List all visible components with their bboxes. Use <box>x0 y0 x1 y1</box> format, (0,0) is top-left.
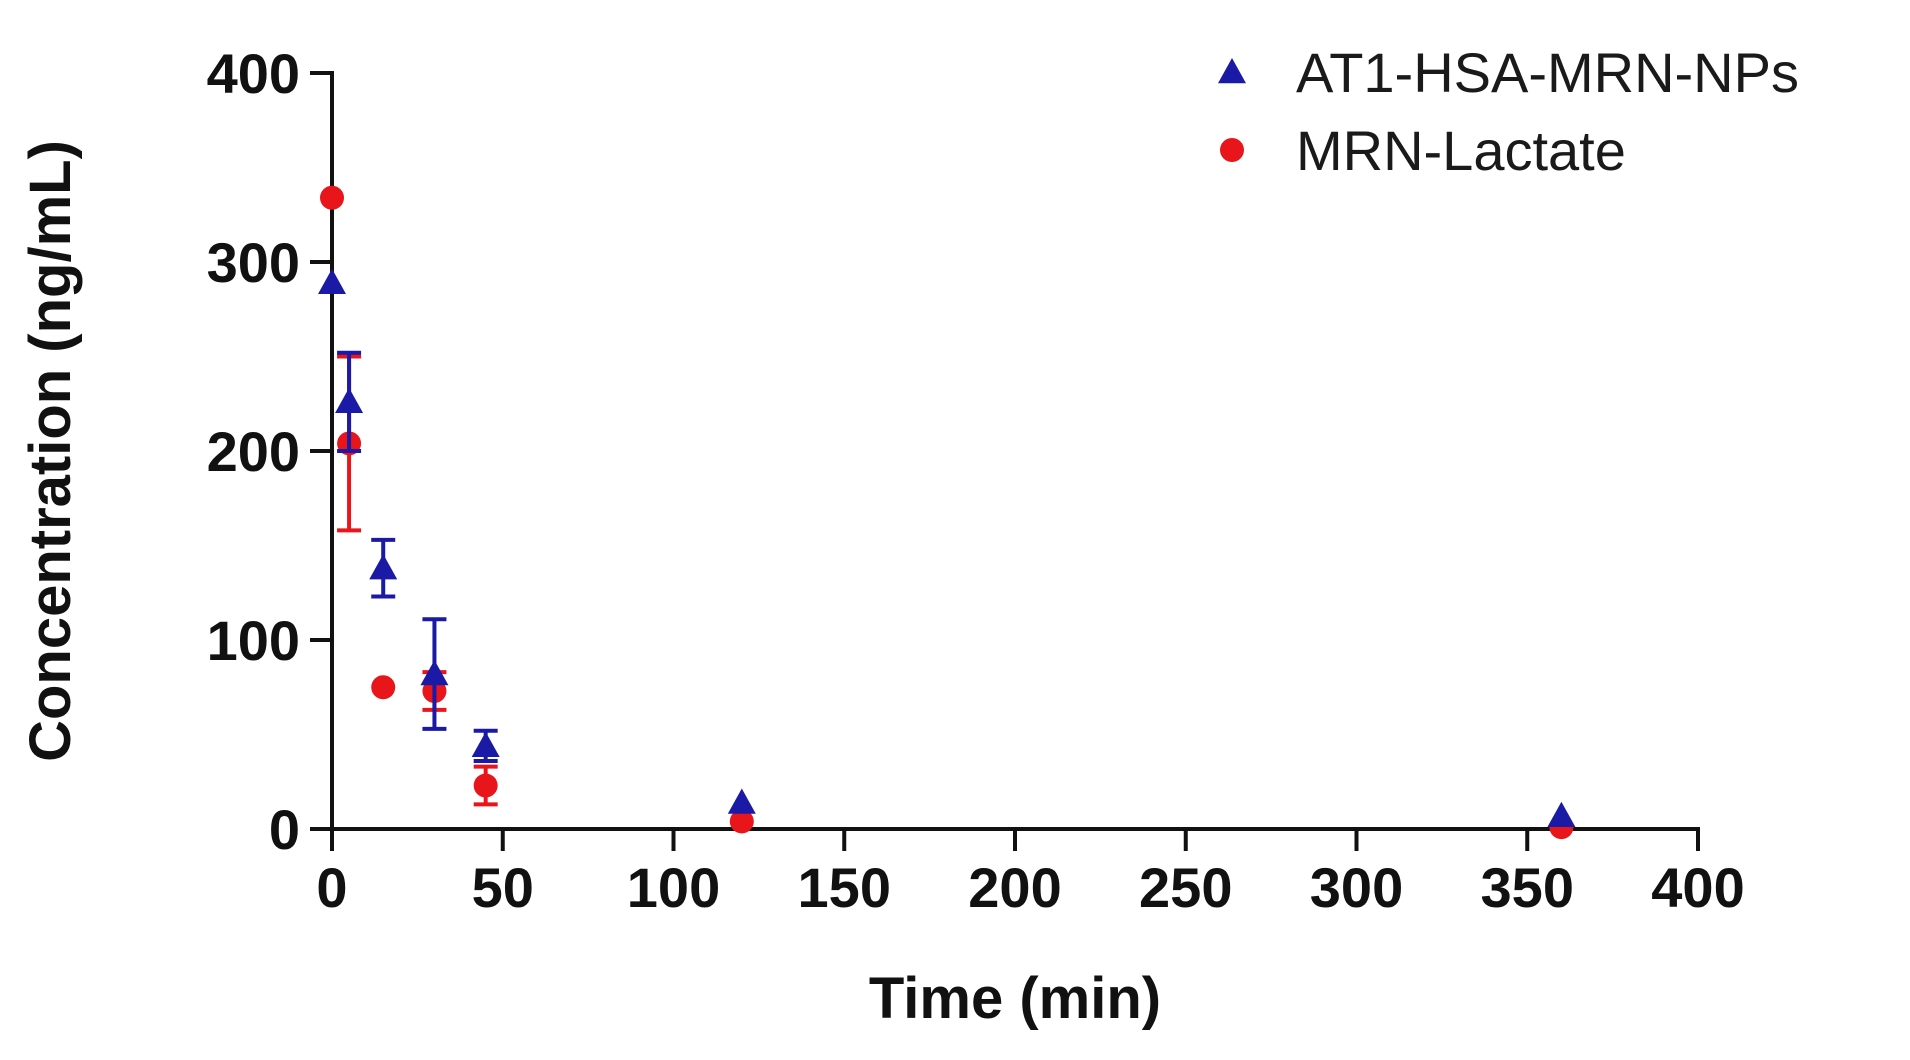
series-layer <box>318 185 1576 840</box>
y-ticks: 0 100 200 300 400 <box>207 42 332 861</box>
legend-marker <box>1218 58 1246 84</box>
x-tick-label: 250 <box>1139 856 1232 919</box>
x-tick-label: 400 <box>1651 856 1744 919</box>
data-point <box>335 387 364 414</box>
x-tick-label: 300 <box>1310 856 1403 919</box>
data-point <box>729 809 754 834</box>
x-tick-label: 0 <box>316 856 347 919</box>
y-tick-label: 200 <box>207 420 300 483</box>
data-point <box>318 268 346 294</box>
y-tick-label: 0 <box>269 798 300 861</box>
series-triangle <box>318 268 1576 827</box>
axes: 0 50 100 150 200 250 300 350 400 0 100 200 300 400 <box>207 42 1745 919</box>
legend: AT1-HSA-MRN-NPs MRN-Lactate <box>1218 41 1799 182</box>
legend-label: AT1-HSA-MRN-NPs <box>1296 41 1799 104</box>
x-tick-label: 200 <box>968 856 1061 919</box>
data-point <box>1547 801 1576 827</box>
data-point <box>471 731 500 758</box>
data-point <box>320 185 344 210</box>
data-point <box>420 660 449 686</box>
x-tick-label: 100 <box>627 856 720 919</box>
y-tick-label: 400 <box>207 42 300 105</box>
x-ticks: 0 50 100 150 200 250 300 350 400 <box>316 829 1745 919</box>
y-axis-title: Concentration (ng/mL) <box>18 140 83 762</box>
legend-label: MRN-Lactate <box>1296 119 1626 182</box>
legend-marker <box>1220 138 1244 162</box>
y-tick-label: 300 <box>207 231 300 294</box>
data-point <box>369 554 398 580</box>
data-point <box>371 675 396 700</box>
x-tick-label: 150 <box>798 856 891 919</box>
x-axis-title: Time (min) <box>869 966 1161 1031</box>
series-circle <box>320 185 1574 840</box>
data-point <box>727 788 756 814</box>
x-tick-label: 50 <box>472 856 534 919</box>
y-tick-label: 100 <box>207 609 300 672</box>
x-tick-label: 350 <box>1481 856 1574 919</box>
data-point <box>473 773 498 798</box>
